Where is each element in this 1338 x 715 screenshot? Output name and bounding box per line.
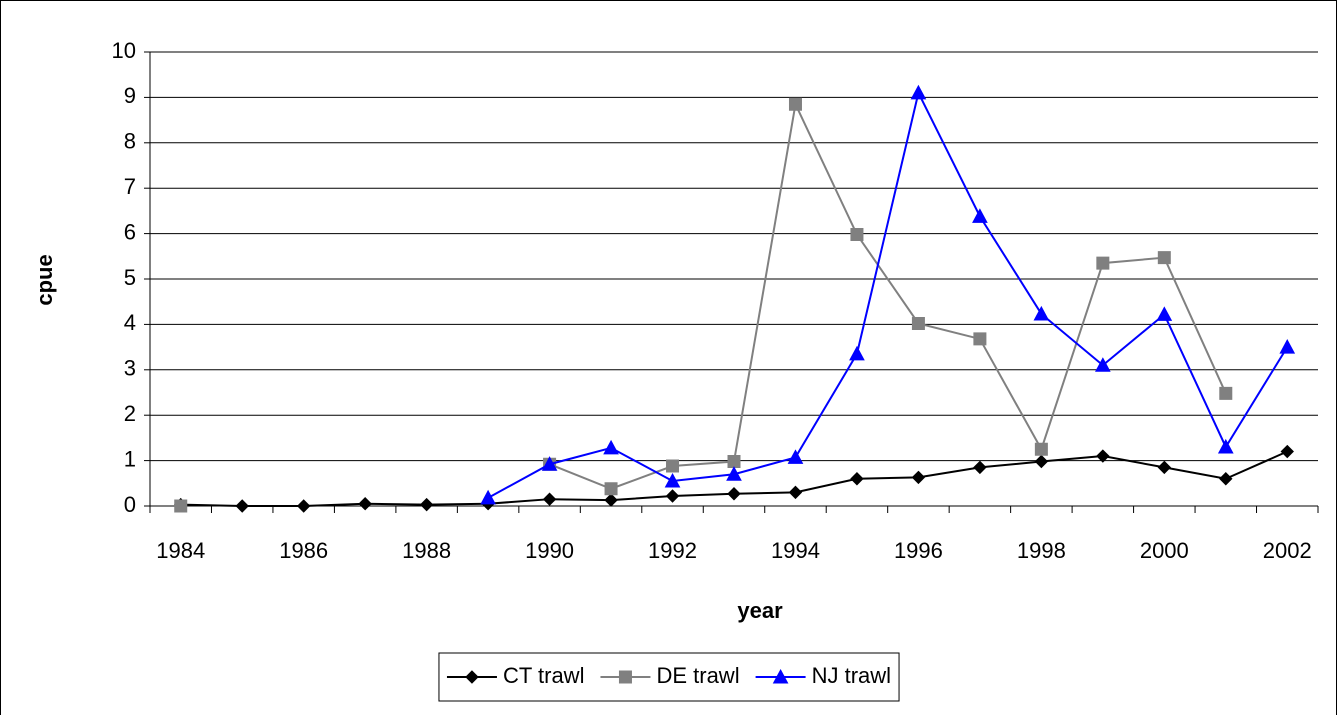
- marker: [1034, 442, 1048, 456]
- marker: [850, 472, 864, 486]
- marker: [1034, 454, 1049, 469]
- marker: [1219, 472, 1233, 486]
- marker: [1095, 357, 1111, 372]
- marker: [235, 499, 249, 513]
- x-tick-label: 1994: [771, 538, 820, 563]
- x-tick-label: 1988: [402, 538, 451, 563]
- x-axis-title: year: [737, 598, 783, 623]
- marker: [911, 470, 926, 485]
- legend-item: DE trawl: [600, 663, 740, 688]
- marker: [666, 459, 680, 473]
- marker: [726, 466, 742, 481]
- marker: [1033, 305, 1050, 321]
- marker: [727, 455, 741, 469]
- marker: [911, 316, 925, 330]
- marker: [618, 670, 632, 684]
- y-tick-label: 5: [124, 265, 136, 290]
- marker: [604, 482, 618, 496]
- marker: [910, 84, 927, 100]
- legend: CT trawl DE trawl NJ trawl: [438, 652, 900, 702]
- marker: [727, 487, 741, 501]
- marker: [849, 345, 865, 361]
- marker: [788, 485, 803, 500]
- marker: [973, 332, 987, 346]
- y-tick-label: 10: [112, 38, 136, 63]
- y-tick-label: 0: [124, 492, 136, 517]
- legend-label: CT trawl: [503, 663, 585, 688]
- legend-item: NJ trawl: [755, 663, 891, 688]
- x-tick-label: 1984: [156, 538, 205, 563]
- marker: [174, 499, 188, 513]
- marker: [480, 489, 496, 505]
- y-tick-label: 7: [124, 174, 136, 199]
- x-tick-label: 1992: [648, 538, 697, 563]
- marker: [972, 208, 988, 223]
- marker: [772, 668, 789, 684]
- marker: [1217, 438, 1234, 454]
- x-tick-label: 1990: [525, 538, 574, 563]
- marker: [465, 670, 479, 684]
- legend-box: [438, 652, 900, 702]
- marker: [973, 460, 987, 475]
- marker: [1280, 444, 1294, 459]
- series-line: [549, 100, 1227, 490]
- marker: [604, 493, 618, 507]
- x-tick-label: 1996: [894, 538, 943, 563]
- y-tick-label: 1: [124, 446, 136, 471]
- marker: [664, 472, 681, 488]
- marker: [541, 456, 558, 471]
- marker: [1219, 386, 1233, 400]
- marker: [788, 97, 802, 111]
- x-tick-label: 2002: [1263, 538, 1312, 563]
- marker: [1157, 460, 1172, 475]
- x-tick-label: 1998: [1017, 538, 1066, 563]
- marker: [603, 439, 619, 455]
- y-tick-label: 4: [124, 310, 136, 335]
- y-tick-label: 2: [124, 401, 136, 426]
- legend-label: DE trawl: [656, 663, 739, 688]
- x-tick-label: 2000: [1140, 538, 1189, 563]
- marker: [787, 449, 804, 464]
- y-tick-label: 8: [124, 129, 136, 154]
- marker: [1157, 251, 1171, 265]
- y-tick-label: 6: [124, 219, 136, 244]
- y-axis-title: cpue: [32, 254, 57, 305]
- legend-item: CT trawl: [446, 663, 585, 688]
- marker: [1156, 306, 1173, 321]
- y-tick-label: 9: [124, 83, 136, 108]
- marker: [358, 497, 372, 511]
- x-tick-label: 1986: [279, 538, 328, 563]
- marker: [1096, 449, 1110, 463]
- marker: [1279, 339, 1296, 354]
- marker: [419, 497, 434, 512]
- marker: [542, 492, 557, 506]
- marker: [296, 499, 311, 513]
- legend-label: NJ trawl: [812, 663, 891, 688]
- series-line: [487, 89, 1289, 499]
- y-tick-label: 3: [124, 356, 136, 381]
- marker: [850, 228, 864, 242]
- marker: [1096, 256, 1110, 270]
- marker: [665, 489, 680, 503]
